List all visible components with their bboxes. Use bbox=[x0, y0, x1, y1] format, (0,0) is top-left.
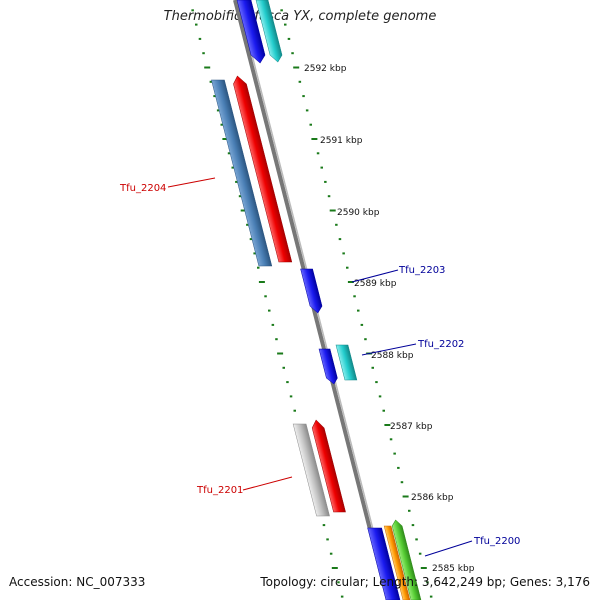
gene-label-tfu2200[interactable]: Tfu_2200 bbox=[473, 536, 520, 547]
leader-line-tfu2200 bbox=[424, 540, 473, 557]
tick-track-right bbox=[280, 9, 433, 598]
gene-label-tfu2204[interactable]: Tfu_2204 bbox=[119, 183, 166, 194]
leader-line-tfu2201 bbox=[242, 476, 293, 491]
leader-line-tfu2204 bbox=[167, 177, 216, 188]
feature-red-tfu2204[interactable] bbox=[231, 75, 293, 263]
scale-label-2591: 2591 kbp bbox=[320, 136, 363, 146]
feature-cyan-tfu2202[interactable] bbox=[335, 344, 358, 381]
scale-label-2587: 2587 kbp bbox=[390, 422, 433, 432]
scale-label-2589: 2589 kbp bbox=[354, 279, 397, 289]
accession-text: Accession: NC_007333 bbox=[9, 575, 146, 589]
gene-label-tfu2201[interactable]: Tfu_2201 bbox=[196, 485, 243, 496]
feature-gray-tfu2201[interactable] bbox=[292, 423, 330, 517]
scale-label-2586: 2586 kbp bbox=[411, 493, 454, 503]
feature-steelblue-tfu2204[interactable] bbox=[211, 79, 273, 267]
feature-blue-tfu2200[interactable] bbox=[367, 527, 401, 600]
feature-blue-tfu2203[interactable] bbox=[300, 268, 324, 314]
gene-label-tfu2202[interactable]: Tfu_2202 bbox=[417, 339, 464, 350]
scale-label-2590: 2590 kbp bbox=[337, 208, 380, 218]
scale-label-2588: 2588 kbp bbox=[371, 351, 414, 361]
feature-blue-tfu2202[interactable] bbox=[318, 348, 339, 385]
scale-label-2585: 2585 kbp bbox=[432, 564, 475, 574]
feature-orange-tfu2200[interactable] bbox=[383, 525, 411, 600]
topology-summary: Topology: circular; Length: 3,642,249 bp… bbox=[260, 575, 590, 589]
feature-red-tfu2201[interactable] bbox=[310, 419, 346, 513]
scale-label-2592: 2592 kbp bbox=[304, 64, 347, 74]
map-title: Thermobifida fusca YX, complete genome bbox=[163, 9, 437, 24]
feature-cyan-top[interactable] bbox=[255, 0, 284, 63]
feature-blue-top[interactable] bbox=[236, 0, 267, 64]
feature-green-tfu2200[interactable] bbox=[391, 519, 422, 600]
leader-line-tfu2203 bbox=[351, 269, 399, 283]
gene-label-tfu2203[interactable]: Tfu_2203 bbox=[398, 265, 445, 276]
leader-line-tfu2202 bbox=[361, 343, 417, 356]
